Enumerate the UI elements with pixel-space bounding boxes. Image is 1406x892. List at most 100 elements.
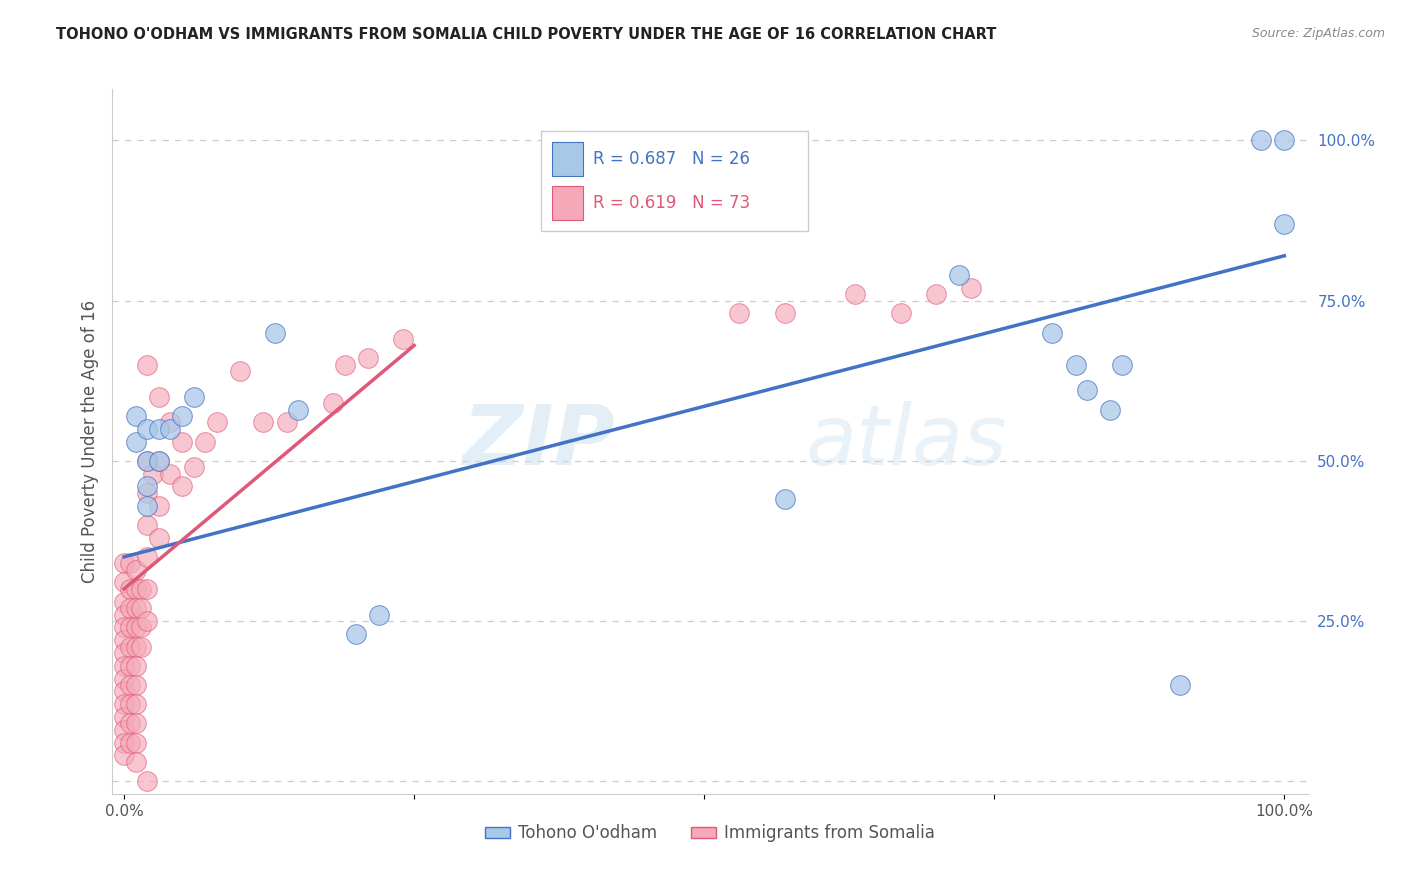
Point [125,434,148,449]
Point [112,672,135,686]
Point [125,620,148,634]
Point [136,422,159,436]
Point [118,601,141,615]
Legend: Tohono O'odham, Immigrants from Somalia: Tohono O'odham, Immigrants from Somalia [478,818,942,849]
Point [183,390,205,404]
Point [344,626,367,640]
Point [391,332,413,346]
Point [205,415,228,429]
Point [148,499,170,513]
Point [118,716,141,731]
Point [118,620,141,634]
Point [125,563,148,577]
Point [118,678,141,692]
Point [125,658,148,673]
Point [775,492,797,507]
Point [136,549,159,564]
Point [136,358,159,372]
Point [148,454,170,468]
Point [112,697,135,711]
Point [890,306,912,320]
Point [118,640,141,654]
Text: atlas: atlas [806,401,1007,482]
Text: Source: ZipAtlas.com: Source: ZipAtlas.com [1251,27,1385,40]
Point [287,402,309,417]
Point [136,485,159,500]
Point [172,409,194,423]
Point [125,716,148,731]
Point [357,351,380,366]
Point [125,582,148,596]
Point [775,306,797,320]
Point [844,287,866,301]
Point [131,620,153,634]
Point [159,415,181,429]
Text: R = 0.687   N = 26: R = 0.687 N = 26 [593,150,749,168]
Point [183,460,205,475]
Point [118,697,141,711]
Point [131,640,153,654]
Text: ZIP: ZIP [461,401,614,482]
Point [368,607,391,622]
Point [229,364,252,378]
Point [1272,133,1295,147]
Point [136,614,159,628]
Point [1099,402,1122,417]
Point [112,556,135,570]
Point [1040,326,1063,340]
Point [125,640,148,654]
Point [112,607,135,622]
Point [136,774,159,789]
Point [112,633,135,648]
Point [136,454,159,468]
Point [194,434,217,449]
Point [112,723,135,737]
Point [252,415,274,429]
Point [148,454,170,468]
Point [125,678,148,692]
Point [112,684,135,698]
Point [1076,384,1098,398]
Text: TOHONO O'ODHAM VS IMMIGRANTS FROM SOMALIA CHILD POVERTY UNDER THE AGE OF 16 CORR: TOHONO O'ODHAM VS IMMIGRANTS FROM SOMALI… [56,27,997,42]
Point [112,595,135,609]
Point [925,287,948,301]
Point [118,556,141,570]
Point [112,646,135,660]
Point [125,697,148,711]
Point [125,736,148,750]
Point [125,601,148,615]
Point [1168,678,1191,692]
Point [159,422,181,436]
Point [172,434,194,449]
Point [125,755,148,769]
Point [131,582,153,596]
Point [112,710,135,724]
Point [118,736,141,750]
Y-axis label: Child Poverty Under the Age of 16: Child Poverty Under the Age of 16 [80,300,98,583]
Point [136,582,159,596]
Point [276,415,298,429]
Point [1272,217,1295,231]
Point [136,479,159,493]
Point [948,268,970,282]
Point [159,467,181,481]
Point [172,479,194,493]
Point [148,390,170,404]
Point [264,326,287,340]
Point [112,736,135,750]
Point [322,396,344,410]
Point [148,422,170,436]
Point [112,658,135,673]
Point [960,281,983,295]
Point [131,601,153,615]
Point [136,517,159,532]
Point [1250,133,1272,147]
Text: R = 0.619   N = 73: R = 0.619 N = 73 [593,194,749,211]
Point [118,582,141,596]
Point [142,467,165,481]
Point [118,658,141,673]
Point [1064,358,1087,372]
Point [112,575,135,590]
Point [333,358,356,372]
Point [148,531,170,545]
